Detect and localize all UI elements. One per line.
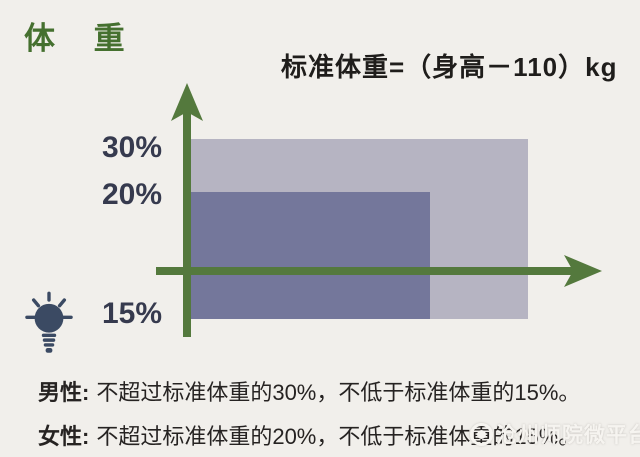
female-range-band: [191, 192, 430, 319]
y-axis-label-20pct: 20%: [101, 178, 162, 211]
page-title: 体 重: [24, 21, 140, 56]
y-axis-arrow-icon: [171, 83, 203, 121]
y-axis-line: [183, 108, 191, 337]
watermark: 沧州师院微平台: [470, 419, 640, 449]
bulb-globe: [34, 303, 64, 333]
lightbulb-group: [25, 291, 73, 353]
y-axis-label-30pct: 30%: [101, 131, 162, 164]
bulb-base: [45, 348, 53, 353]
note-male: 男性: 不超过标准体重的30%，不低于标准体重的15%。: [38, 375, 580, 407]
bulb-ray-upper-left: [31, 298, 41, 308]
note-female-label: 女性:: [38, 424, 90, 449]
standard-weight-formula: 标准体重=（身高－110）kg: [281, 52, 618, 82]
bulb-ray-upper-right: [57, 298, 67, 308]
y-axis-label-15pct: 15%: [101, 297, 162, 330]
note-female-text: 不超过标准体重的20%，不低于标准体重的15%。: [96, 424, 581, 449]
bulb-thread-1: [41, 333, 57, 338]
note-female: 女性: 不超过标准体重的20%，不低于标准体重的15%。: [38, 419, 580, 451]
watermark-text: 沧州师院微平台: [496, 424, 640, 447]
bulb-thread-3: [43, 343, 55, 347]
note-male-label: 男性:: [38, 380, 90, 405]
x-axis-arrow-icon: [564, 255, 602, 287]
note-male-text: 不超过标准体重的30%，不低于标准体重的15%。: [96, 380, 581, 405]
lightbulb-icon: [25, 291, 73, 353]
bulb-thread-2: [42, 338, 56, 342]
watermark-logo-icon: [470, 422, 493, 446]
